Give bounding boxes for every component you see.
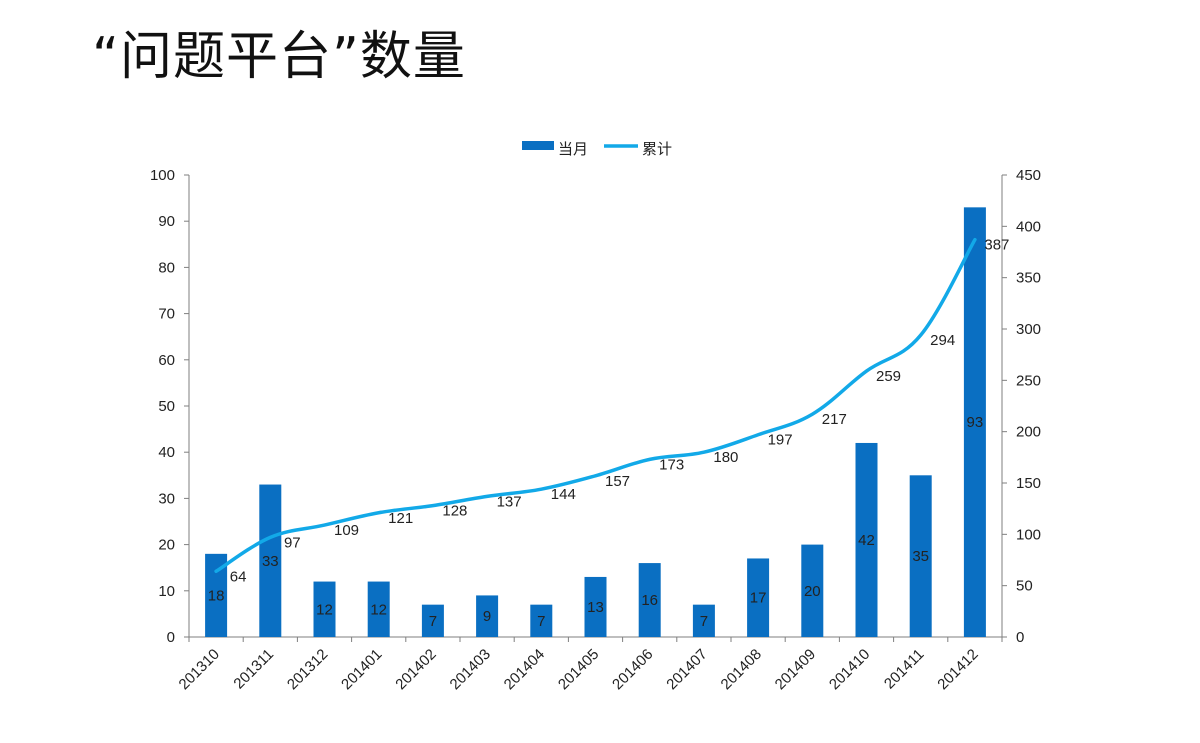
bar xyxy=(855,442,878,637)
bar xyxy=(963,207,986,637)
line-value-label: 180 xyxy=(713,449,738,466)
x-tick-label: 201410 xyxy=(826,646,873,693)
x-tick-label: 201409 xyxy=(772,646,819,693)
y-left-tick-label: 30 xyxy=(158,490,175,507)
bar-series xyxy=(205,207,986,637)
x-tick-label: 201312 xyxy=(284,646,331,693)
line-value-label: 97 xyxy=(284,534,301,551)
bar xyxy=(692,604,715,637)
y-left-tick-label: 100 xyxy=(150,167,175,184)
y-left-tick-label: 50 xyxy=(158,398,175,415)
x-tick-label: 201403 xyxy=(447,646,494,693)
bar xyxy=(367,581,390,637)
y-right-tick-label: 450 xyxy=(1016,167,1041,184)
chart-legend: 当月 累计 xyxy=(522,140,672,158)
bar xyxy=(584,576,607,637)
line-value-label: 64 xyxy=(230,568,247,585)
y-left-tick-label: 20 xyxy=(158,537,175,554)
y-right-tick-label: 0 xyxy=(1016,629,1024,646)
y-right-tick-label: 50 xyxy=(1016,578,1033,595)
line-value-label: 259 xyxy=(876,368,901,385)
y-right-tick-label: 350 xyxy=(1016,270,1041,287)
y-right-tick-label: 200 xyxy=(1016,424,1041,441)
bar-value-label: 13 xyxy=(587,599,604,616)
line-value-label: 173 xyxy=(659,456,684,473)
x-tick-label: 201412 xyxy=(934,646,981,693)
line-value-label: 294 xyxy=(930,332,955,349)
x-tick-label: 201407 xyxy=(663,646,710,693)
y-right-tick-label: 300 xyxy=(1016,321,1041,338)
legend-swatch-bar xyxy=(522,141,554,150)
line-value-label: 387 xyxy=(984,237,1009,254)
x-tick-label: 201310 xyxy=(176,646,223,693)
bar-value-label: 7 xyxy=(700,613,708,630)
bar-value-label: 18 xyxy=(208,587,225,604)
x-tick-label: 201411 xyxy=(881,646,928,693)
legend-label-line: 累计 xyxy=(642,140,672,158)
x-tick-label: 201402 xyxy=(392,646,439,693)
line-value-label: 137 xyxy=(497,493,522,510)
y-left-tick-label: 10 xyxy=(158,583,175,600)
line-value-label: 217 xyxy=(822,411,847,428)
y-left-tick-label: 60 xyxy=(158,352,175,369)
bar xyxy=(259,484,282,637)
bar xyxy=(801,544,824,637)
x-tick-label: 201311 xyxy=(230,646,277,693)
y-left-tick-label: 90 xyxy=(158,213,175,230)
bar-value-label: 7 xyxy=(429,613,437,630)
line-value-label: 121 xyxy=(388,510,413,527)
bar-value-label: 17 xyxy=(750,590,767,607)
page-title: “问题平台”数量 xyxy=(92,27,466,87)
line-value-label: 128 xyxy=(442,503,467,520)
bar xyxy=(205,553,228,637)
bar-value-label: 93 xyxy=(967,414,984,431)
bar xyxy=(313,581,336,637)
line-value-label: 157 xyxy=(605,473,630,490)
bar-value-label: 42 xyxy=(858,532,875,549)
bar xyxy=(747,558,770,637)
x-tick-label: 201406 xyxy=(609,646,656,693)
bar-value-label: 9 xyxy=(483,608,491,625)
bar-value-label: 33 xyxy=(262,553,279,570)
bar xyxy=(530,604,553,637)
x-tick-label: 201405 xyxy=(555,646,602,693)
bar-value-label: 20 xyxy=(804,583,821,600)
legend-label-bar: 当月 xyxy=(558,140,588,158)
x-tick-label: 201404 xyxy=(501,646,548,693)
bar-value-label: 12 xyxy=(316,601,333,618)
bar xyxy=(638,563,661,637)
bar-value-label: 35 xyxy=(912,548,929,565)
bar xyxy=(909,475,932,637)
y-right-tick-label: 400 xyxy=(1016,218,1041,235)
y-left-tick-label: 80 xyxy=(158,259,175,276)
x-tick-label: 201401 xyxy=(338,646,385,693)
x-tick-label: 201408 xyxy=(718,646,765,693)
y-left-tick-label: 40 xyxy=(158,444,175,461)
line-series xyxy=(214,237,977,574)
y-right-tick-label: 100 xyxy=(1016,526,1041,543)
bar-value-label: 12 xyxy=(370,601,387,618)
y-right-tick-label: 150 xyxy=(1016,475,1041,492)
bar xyxy=(476,595,499,637)
line-value-label: 197 xyxy=(768,432,793,449)
bar-value-label: 16 xyxy=(641,592,658,609)
y-left-tick-label: 70 xyxy=(158,306,175,323)
y-right-tick-label: 250 xyxy=(1016,372,1041,389)
bar-value-label: 7 xyxy=(537,613,545,630)
line-value-label: 109 xyxy=(334,522,359,539)
line-value-label: 144 xyxy=(551,486,576,503)
bar xyxy=(421,604,444,637)
y-left-tick-label: 0 xyxy=(167,629,175,646)
